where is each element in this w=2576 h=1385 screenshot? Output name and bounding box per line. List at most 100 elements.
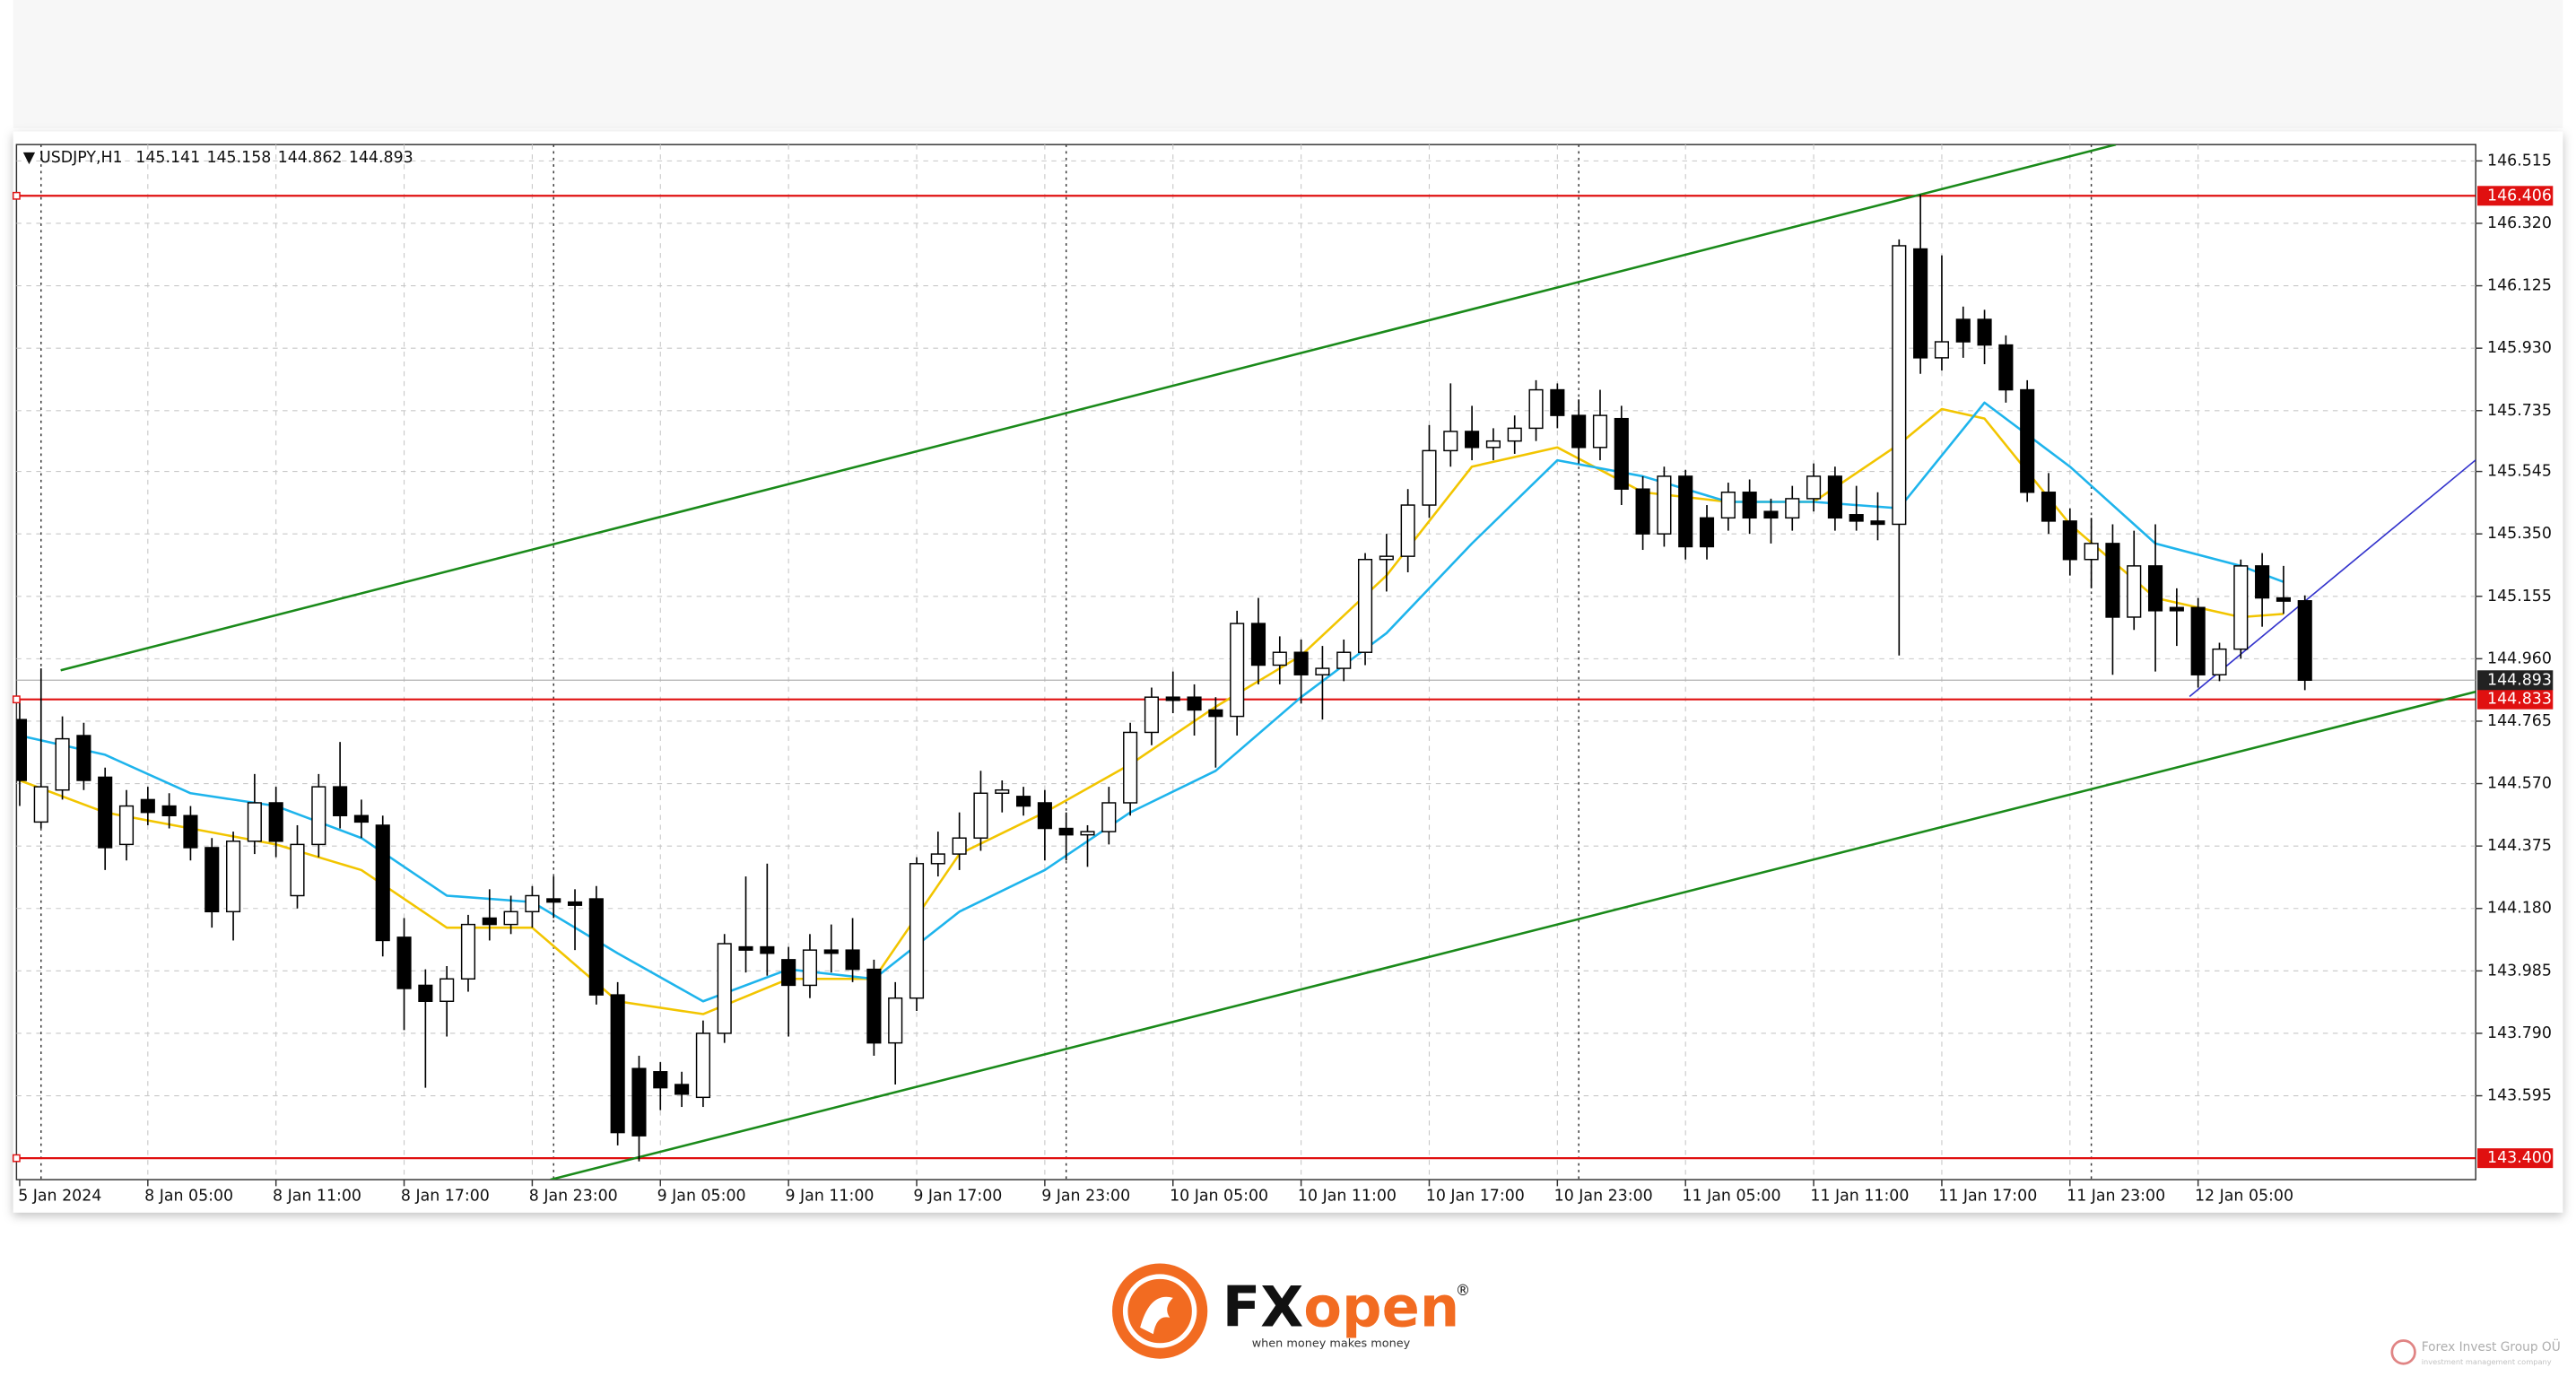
candle-body xyxy=(1934,341,1949,359)
x-tick-label: 11 Jan 11:00 xyxy=(1810,1187,1909,1205)
y-tick-label: 144.180 xyxy=(2487,900,2552,918)
header-high: 145.158 xyxy=(206,149,271,167)
candle-body xyxy=(205,847,220,913)
candle-body xyxy=(76,735,91,781)
candle-body xyxy=(1635,488,1650,535)
header-close: 144.893 xyxy=(349,149,413,167)
candle-body xyxy=(610,994,625,1134)
candle-body xyxy=(930,853,945,865)
candle-body xyxy=(2084,543,2099,561)
x-tick-label: 10 Jan 23:00 xyxy=(1554,1187,1653,1205)
candle-body xyxy=(1507,427,1522,442)
brand-fx: FX xyxy=(1223,1275,1304,1340)
watermark: Forex Invest Group OÜ investment managem… xyxy=(2390,1338,2561,1366)
candle-body xyxy=(823,949,839,954)
candle-body xyxy=(1272,651,1287,666)
level-dot xyxy=(12,191,21,200)
candle-body xyxy=(695,1032,710,1099)
candle-body xyxy=(1101,802,1117,832)
candle-body xyxy=(1528,388,1544,430)
candle-body xyxy=(2276,597,2291,602)
brand-open: open xyxy=(1303,1275,1459,1340)
level-dot xyxy=(12,1154,21,1163)
candle-body xyxy=(2212,648,2227,675)
candle-body xyxy=(460,923,476,980)
candle-body xyxy=(1208,709,1223,718)
candle-body xyxy=(1400,504,1415,557)
candle-body xyxy=(1892,245,1907,526)
candle-body xyxy=(866,968,882,1044)
candle-body xyxy=(183,814,198,849)
tagline: when money makes money xyxy=(1252,1337,1411,1351)
level-label-box xyxy=(2477,1148,2554,1169)
candle-body xyxy=(2105,543,2120,618)
candle-body xyxy=(1913,248,1928,359)
candle-body xyxy=(717,943,732,1034)
y-tick-label: 145.930 xyxy=(2487,339,2552,357)
candle-body xyxy=(1720,492,1736,519)
watermark-subtext: investment management company xyxy=(2422,1357,2552,1366)
y-tick-label: 144.765 xyxy=(2487,712,2552,730)
y-tick-label: 144.570 xyxy=(2487,775,2552,793)
x-tick-label: 10 Jan 05:00 xyxy=(1170,1187,1268,1205)
x-tick-label: 11 Jan 05:00 xyxy=(1683,1187,1781,1205)
y-tick-label: 145.350 xyxy=(2487,525,2552,543)
candle-body xyxy=(1144,696,1159,734)
candle-body xyxy=(1422,449,1437,506)
candle-body xyxy=(118,805,135,846)
candle-body xyxy=(418,984,433,1002)
logo: FXopen ® when money makes money xyxy=(1112,1263,1470,1359)
trendline xyxy=(60,144,2117,672)
level-label: 143.400 xyxy=(2487,1149,2552,1167)
candle-body xyxy=(653,1071,668,1089)
chart-header: USDJPY,H1 145.141 145.158 144.862 144.893 xyxy=(39,149,413,167)
y-tick-label: 143.790 xyxy=(2487,1024,2552,1042)
menu-arrow: ▼ xyxy=(23,149,36,167)
x-tick-label: 9 Jan 17:00 xyxy=(913,1187,1002,1205)
candle-body xyxy=(33,786,48,823)
candle-body xyxy=(161,805,177,816)
x-tick-label: 11 Jan 23:00 xyxy=(2067,1187,2165,1205)
candle-body xyxy=(333,786,348,816)
candle-body xyxy=(2127,565,2142,618)
candle-body xyxy=(802,949,818,987)
trendline xyxy=(2189,459,2476,698)
trendline xyxy=(550,690,2476,1180)
candle-body xyxy=(290,843,305,897)
candle-body xyxy=(439,978,455,1002)
candle-body xyxy=(311,786,326,846)
level-label-box xyxy=(2477,689,2554,710)
candle-body xyxy=(1699,517,1715,548)
candle-body xyxy=(2062,520,2077,561)
candle-body xyxy=(760,945,775,954)
candle-body xyxy=(1678,475,1693,548)
y-tick-label: 145.155 xyxy=(2487,588,2552,605)
y-tick-label: 146.515 xyxy=(2487,152,2552,170)
marks xyxy=(16,144,2476,1180)
candle-body xyxy=(375,824,390,942)
candle-body xyxy=(631,1067,647,1137)
candle-body xyxy=(1336,651,1352,669)
y-tick-label: 145.735 xyxy=(2487,402,2552,420)
brand: FXopen xyxy=(1223,1275,1459,1340)
candle-body xyxy=(1485,440,1501,449)
candle-body xyxy=(2169,606,2184,612)
candle-body xyxy=(226,841,241,913)
candle-body xyxy=(247,802,262,842)
axis: 146.515 146.320 146.125 145.930 145.735 145.5… xyxy=(12,152,2554,1205)
x-tick-label: 11 Jan 17:00 xyxy=(1938,1187,2037,1205)
level-label: 144.833 xyxy=(2487,691,2552,709)
candle-body xyxy=(1955,318,1971,343)
symbol: USDJPY,H1 xyxy=(39,149,123,167)
y-tick-label: 145.545 xyxy=(2487,463,2552,481)
candle-body xyxy=(268,802,283,842)
candle-body xyxy=(1998,344,2014,391)
candle-body xyxy=(1614,417,1629,490)
candle-body xyxy=(2190,606,2206,675)
candle-body xyxy=(1293,651,1309,675)
y-tick-label: 144.960 xyxy=(2487,649,2552,667)
y-tick-label: 146.320 xyxy=(2487,214,2552,232)
candle-body xyxy=(1315,667,1330,675)
